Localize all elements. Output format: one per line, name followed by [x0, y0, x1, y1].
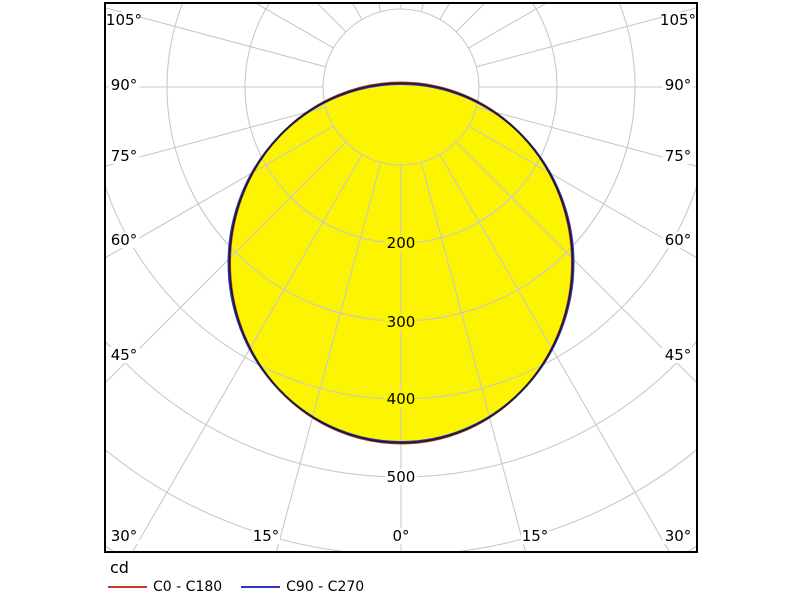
label-knockout: [662, 12, 694, 28]
grid-spoke-135deg: [455, 4, 485, 33]
intensity-curve-overlap-edge: [228, 82, 574, 444]
legend-line-c90-c270-icon: [241, 586, 281, 588]
unit-label: cd: [110, 558, 129, 577]
grid-spoke-255deg: [106, 7, 326, 68]
legend-label-c0-c180: C0 - C180: [153, 579, 223, 595]
legend-line-c0-c180-icon: [108, 586, 147, 588]
grid-spoke-60deg: [468, 125, 696, 258]
plot-border: [104, 2, 698, 553]
angle-label-left-105: 105°: [106, 11, 142, 29]
label-knockout: [108, 232, 140, 248]
label-knockout: [108, 528, 140, 544]
grid-spoke-15deg: [420, 162, 526, 551]
label-knockout: [662, 77, 694, 93]
label-knockout: [108, 347, 140, 363]
angle-label-bottom-15: 15°: [522, 527, 549, 545]
plot-labels: 105° 105° 90° 90° 75° 75° 60° 60° 45° 45° 30° 30° 15…: [106, 11, 696, 545]
angle-label-bottom-15: 15°: [253, 527, 280, 545]
label-knockout: [385, 314, 417, 330]
label-knockout: [385, 469, 417, 485]
grid-spoke-225deg: [317, 4, 347, 33]
grid-spoke-75deg: [476, 106, 696, 167]
grid-spoke-330deg: [132, 154, 363, 551]
angle-label-left-90: 90°: [111, 76, 138, 94]
label-knockout: [521, 528, 549, 544]
grid-spoke-45deg: [455, 141, 696, 383]
angle-label-right-45: 45°: [665, 346, 692, 364]
angle-label-right-30: 30°: [665, 527, 692, 545]
label-knockout: [662, 232, 694, 248]
angle-label-left-60: 60°: [111, 231, 138, 249]
angle-label-right-105: 105°: [660, 11, 696, 29]
label-knockout: [108, 148, 140, 164]
grid-spoke-30deg: [439, 154, 670, 551]
legend-label-c90-c270: C90 - C270: [286, 579, 365, 595]
label-knockout: [108, 77, 140, 93]
angle-label-bottom-0: 0°: [392, 527, 409, 545]
angle-label-right-90: 90°: [665, 76, 692, 94]
legend: cd C0 - C180 C90 - C270: [108, 559, 364, 594]
label-knockout: [385, 235, 417, 251]
radial-label-300cd: 300: [387, 313, 416, 331]
label-knockout: [108, 12, 140, 28]
radial-label-200cd: 200: [387, 234, 416, 252]
label-knockout: [662, 148, 694, 164]
grid-spoke-285deg: [106, 106, 326, 167]
label-knockout: [252, 528, 280, 544]
label-knockout: [387, 528, 415, 544]
angle-label-left-30: 30°: [111, 527, 138, 545]
angle-label-left-45: 45°: [111, 346, 138, 364]
grid-spoke-315deg: [106, 141, 347, 383]
radial-label-500cd: 500: [387, 468, 416, 486]
grid-spoke-300deg: [106, 125, 334, 258]
label-knockout: [662, 528, 694, 544]
angle-label-left-75: 75°: [111, 147, 138, 165]
legend-row: C0 - C180 C90 - C270: [108, 580, 364, 594]
radial-label-400cd: 400: [387, 390, 416, 408]
grid-spoke-105deg: [476, 7, 696, 68]
label-knockout: [662, 347, 694, 363]
label-knockout: [385, 391, 417, 407]
angle-label-right-75: 75°: [665, 147, 692, 165]
angle-label-right-60: 60°: [665, 231, 692, 249]
grid-spoke-345deg: [276, 162, 382, 551]
